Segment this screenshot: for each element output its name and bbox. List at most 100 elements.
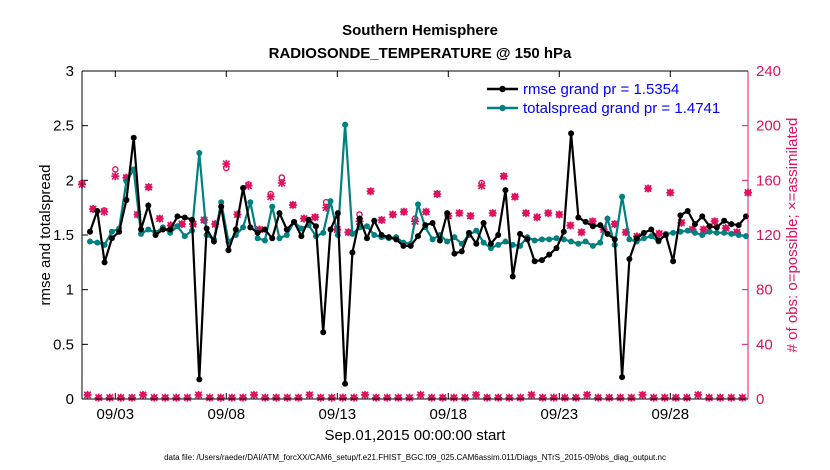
obs-assimilated-marker	[327, 393, 336, 402]
obs-assimilated-marker	[277, 179, 286, 188]
rmse-point	[444, 210, 451, 217]
rmse-point	[269, 235, 276, 242]
spread-point	[342, 121, 349, 128]
rmse-point	[327, 226, 334, 233]
obs-assimilated-marker	[322, 203, 331, 212]
obs-assimilated-marker	[294, 393, 303, 402]
obs-assimilated-marker	[671, 393, 680, 402]
obs-assimilated-marker	[338, 393, 347, 402]
rmse-point	[305, 216, 312, 223]
rmse-point	[363, 235, 370, 242]
rmse-point	[582, 218, 589, 225]
obs-assimilated-marker	[344, 228, 353, 237]
obs-assimilated-marker	[638, 390, 647, 399]
obs-assimilated-marker	[449, 393, 458, 402]
obs-assimilated-marker	[139, 390, 148, 399]
rmse-point	[487, 240, 494, 247]
spread-point	[429, 236, 436, 243]
rmse-point	[254, 229, 261, 236]
rmse-point	[735, 222, 742, 229]
rmse-point	[218, 203, 225, 210]
obs-assimilated-marker	[183, 393, 192, 402]
x-tick-label: 09/18	[430, 406, 468, 423]
x-tick-label: 09/28	[652, 406, 690, 423]
obs-assimilated-marker	[150, 393, 159, 402]
obs-assimilated-marker	[433, 190, 442, 198]
obs-assimilated-marker	[377, 215, 386, 224]
rmse-point	[240, 184, 247, 191]
spread-point	[487, 245, 494, 252]
rmse-point	[670, 258, 677, 265]
obs-assimilated-marker	[194, 390, 203, 399]
spread-point	[495, 241, 502, 248]
rmse-point	[436, 237, 443, 244]
obs-assimilated-marker	[505, 393, 514, 402]
obs-assimilated-marker	[566, 221, 575, 230]
obs-assimilated-marker	[527, 390, 536, 399]
rmse-point	[247, 224, 254, 231]
obs-assimilated-marker	[666, 188, 675, 197]
obs-assimilated-marker	[738, 393, 747, 402]
obs-assimilated-marker	[460, 393, 469, 402]
obs-assimilated-marker	[261, 393, 270, 402]
obs-assimilated-marker	[116, 393, 125, 402]
rmse-point	[589, 223, 596, 230]
chart-subtitle: RADIOSONDE_TEMPERATURE @ 150 hPa	[269, 45, 572, 62]
spread-point	[181, 233, 188, 240]
obs-assimilated-marker	[732, 228, 741, 237]
spread-point	[568, 238, 575, 245]
obs-assimilated-marker	[94, 393, 103, 402]
x-tick-label: 09/23	[541, 406, 579, 423]
obs-assimilated-marker	[555, 210, 564, 219]
rmse-point	[138, 226, 145, 233]
obs-assimilated-marker	[416, 390, 425, 399]
obs-assimilated-marker	[105, 393, 114, 402]
rmse-point	[181, 214, 188, 221]
spread-point	[320, 229, 327, 236]
obs-assimilated-marker	[305, 390, 314, 399]
obs-assimilated-marker	[544, 209, 553, 218]
obs-assimilated-marker	[605, 393, 614, 402]
obs-assimilated-marker	[616, 393, 625, 402]
obs-assimilated-marker	[238, 393, 247, 402]
legend: rmse grand pr = 1.5354 totalspread grand…	[487, 81, 720, 117]
y-tick-label: 2	[66, 172, 74, 189]
spread-point	[619, 193, 626, 200]
spread-point	[575, 240, 582, 247]
legend-spread-label: totalspread grand pr = 1.4741	[523, 100, 720, 117]
obs-assimilated-marker	[721, 224, 730, 233]
obs-assimilated-marker	[311, 213, 320, 222]
rmse-point	[640, 229, 647, 236]
rmse-point	[210, 238, 217, 245]
spread-point	[626, 236, 633, 243]
chart-title: Southern Hemisphere	[342, 22, 498, 39]
obs-assimilated-marker	[89, 205, 98, 214]
rmse-point	[152, 232, 159, 238]
spread-point	[269, 203, 276, 210]
spread-point	[218, 199, 225, 206]
obs-assimilated-marker	[549, 393, 558, 402]
obs-possible-marker	[112, 166, 119, 173]
spread-point	[108, 228, 115, 235]
obs-assimilated-marker	[361, 390, 370, 399]
spread-point	[276, 235, 283, 242]
obs-assimilated-marker	[571, 393, 580, 402]
rmse-point	[517, 230, 524, 237]
spread-point	[502, 238, 509, 245]
y2-axis-label: # of obs: o=possible; ×=assimilated	[784, 118, 801, 353]
plot-area	[82, 71, 748, 399]
rmse-point	[713, 224, 720, 231]
rmse-point	[94, 207, 101, 214]
obs-assimilated-marker	[627, 393, 636, 402]
obs-assimilated-marker	[516, 393, 525, 402]
obs-assimilated-marker	[161, 393, 170, 402]
obs-assimilated-marker	[111, 172, 120, 181]
rmse-point	[400, 242, 407, 249]
obs-assimilated-marker	[494, 393, 503, 402]
rmse-point	[276, 210, 283, 217]
spread-point	[174, 223, 181, 230]
y-tick-label: 1	[66, 282, 74, 299]
obs-assimilated-marker	[510, 192, 519, 201]
spread-point	[706, 228, 713, 235]
